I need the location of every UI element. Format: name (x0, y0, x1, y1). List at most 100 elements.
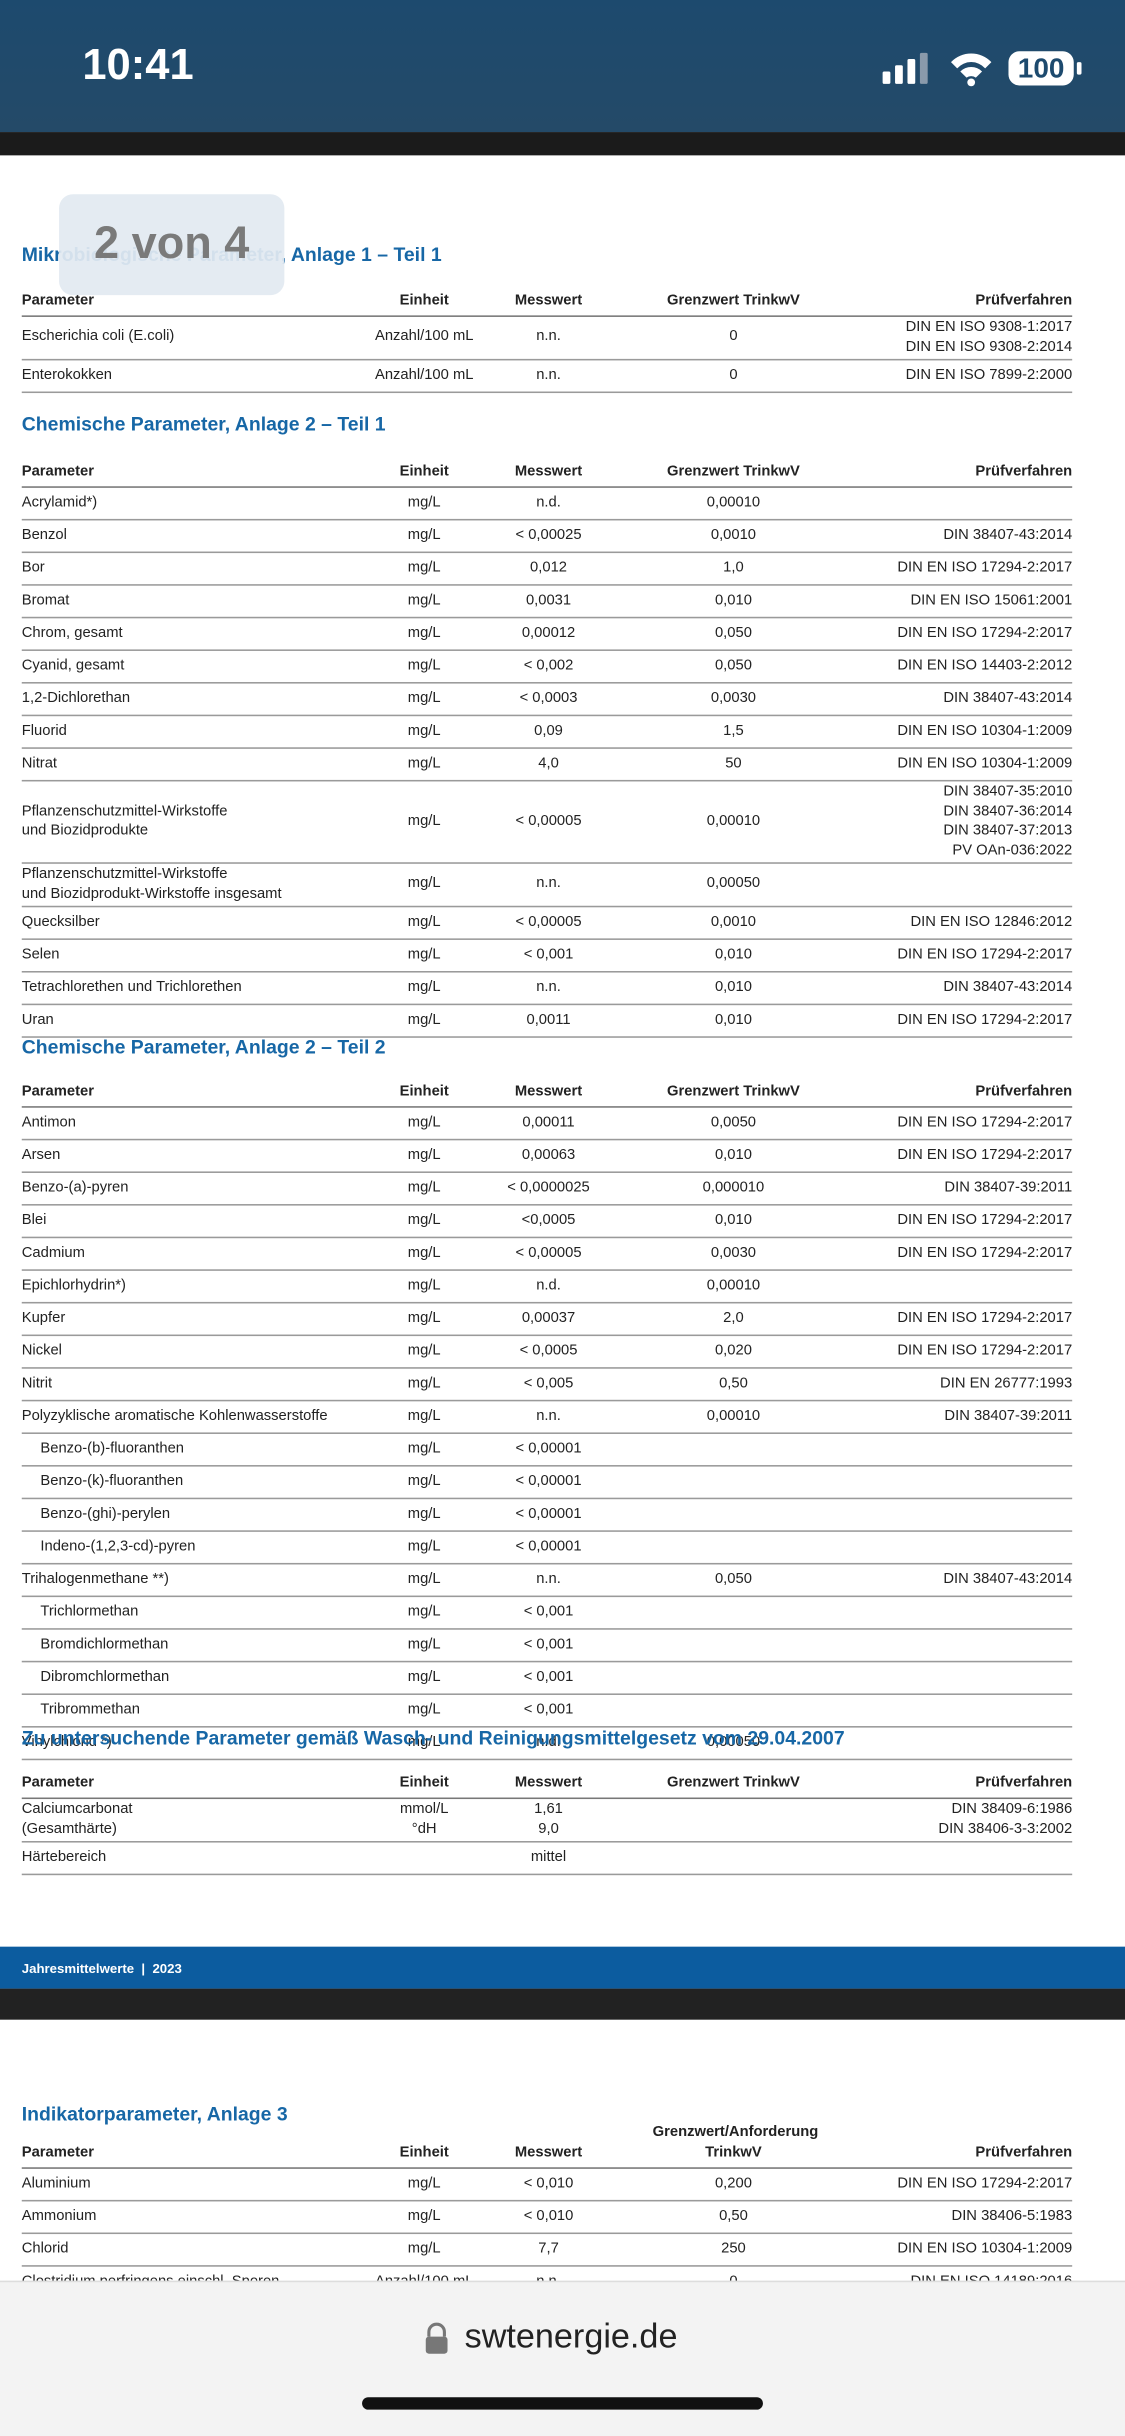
table-cell: < 0,010 (523, 2207, 574, 2225)
table-cell: 0,0030 (710, 1244, 757, 1262)
table-cell: <0,0005 (521, 1211, 576, 1229)
table-cell: Bor (21, 558, 45, 576)
table-cell: Pflanzenschutzmittel-Wirkstoffe und Bioz… (21, 802, 228, 839)
section-title: Chemische Parameter, Anlage 2 – Teil 2 (21, 1036, 386, 1059)
table-cell: mg/L (407, 624, 441, 642)
table-cell: Chlorid (21, 2239, 69, 2257)
table-cell: Trihalogenmethane **) (21, 1570, 169, 1588)
table-header: Parameter Einheit Messwert Grenzwert Trinkw… (21, 452, 1072, 488)
table-cell: mg/L (407, 2207, 441, 2225)
table-row: Ammonium mg/L < 0,010 0,50 DIN 38406-5:1983 (21, 2201, 1072, 2235)
table-cell: DIN 38407-43:2014 (943, 689, 1073, 707)
table-row: Aluminium mg/L < 0,010 0,200 DIN EN ISO 1729… (21, 2169, 1072, 2202)
table-cell: Prüfverfahren (975, 2143, 1073, 2161)
table-cell: < 0,002 (523, 656, 574, 674)
table-cell: mg/L (407, 1178, 441, 1196)
table-cell: n.d. (536, 1733, 561, 1751)
table-cell: 0,0031 (525, 591, 572, 609)
table-cell: mg/L (407, 722, 441, 740)
table-cell: 0,0030 (710, 689, 757, 707)
table-row: Acrylamid*) mg/L n.d. 0,00010 (21, 488, 1073, 521)
table-cell: DIN EN ISO 17294-2:2017 (897, 624, 1073, 642)
table-cell: Cyanid, gesamt (21, 656, 125, 674)
browser-bar (0, 2280, 1125, 2436)
table-cell: Cadmium (21, 1244, 85, 1262)
table-cell: Messwert (514, 1773, 583, 1791)
table-cell: Grenzwert TrinkwV (666, 462, 800, 480)
table-cell: mg/L (407, 1309, 441, 1327)
table-cell: Dibromchlormethan (40, 1668, 170, 1686)
table-cell: 0,50 (719, 2207, 748, 2225)
table-cell: mg/L (407, 1700, 441, 1718)
table-header: Parameter Einheit Messwert Grenzwert/Anford… (21, 2122, 1073, 2169)
table-cell: 0,00037 (521, 1309, 576, 1327)
table-cell: 0,010 (714, 1011, 752, 1029)
table-row: Arsen mg/L 0,00063 0,010 DIN EN ISO 17294-2:… (21, 1140, 1072, 1173)
table-row: Quecksilber mg/L < 0,00005 0,0010 DIN EN ISO… (21, 907, 1073, 940)
table-cell: mg/L (407, 812, 441, 830)
table-cell: 0,50 (719, 1374, 748, 1392)
table-cell: Einheit (399, 1082, 449, 1100)
table-cell: < 0,0003 (519, 689, 578, 707)
page-badge: 2 von 4 (59, 194, 285, 296)
table-cell: mg/L (407, 1244, 441, 1262)
table-cell: DIN EN ISO 7899-2:2000 (905, 366, 1073, 384)
table-cell: DIN 38407-35:2010 DIN 38407-36:2014 DIN … (943, 783, 1073, 859)
table-row: Benzol mg/L < 0,00025 0,0010 DIN 38407-43:20… (21, 520, 1073, 554)
table-cell: mg/L (407, 1341, 441, 1360)
table-row: Bromdichlormethan mg/L < 0,001 (21, 1630, 1073, 1663)
table-cell: DIN 38407-43:2014 (943, 978, 1073, 996)
table-row: Tribrommethan mg/L < 0,001 (21, 1695, 1073, 1728)
table-cell: Messwert (514, 462, 583, 480)
table-row: Cadmium mg/L < 0,00005 0,0030 DIN EN ISO 172… (21, 1238, 1072, 1271)
table-cell: Grenzwert TrinkwV (666, 1773, 800, 1791)
table-cell: Einheit (399, 462, 449, 480)
table-row: Tetrachlorethen und Trichlorethen mg/L n.n… (21, 973, 1073, 1006)
table-cell: mg/L (407, 1505, 441, 1523)
table: Parameter Einheit Messwert Grenzwert/Anford… (21, 2122, 1073, 2300)
table-cell: n.n. (536, 328, 561, 346)
table-cell: mg/L (407, 1472, 441, 1490)
table-cell: Enterokokken (21, 366, 113, 384)
table-cell: 0,00012 (521, 624, 576, 642)
table-cell: mittel (530, 1848, 567, 1866)
table-cell: Prüfverfahren (975, 291, 1073, 309)
table-cell: 0,000010 (702, 1178, 765, 1196)
table-row: Escherichia coli (E.coli) Anzahl/100 mL n.… (21, 317, 1072, 361)
table-cell: Tribrommethan (40, 1700, 140, 1718)
table-cell: < 0,005 (523, 1374, 574, 1392)
url[interactable]: swtenergie.de (464, 2316, 678, 2356)
table-cell: 0,00050 (706, 1733, 761, 1751)
table-cell: < 0,00001 (515, 1505, 582, 1523)
table-cell: Tetrachlorethen und Trichlorethen (21, 978, 242, 996)
table-cell: < 0,00025 (515, 526, 582, 544)
table-cell: mg/L (407, 689, 441, 707)
table-cell: Parameter (21, 1773, 94, 1791)
table-row: Chlorid mg/L 7,7 250 DIN EN ISO 10304-1:2009 (21, 2234, 1073, 2267)
table-cell: DIN 38407-43:2014 (943, 526, 1073, 544)
table-cell: mg/L (407, 656, 441, 674)
table-cell: 0,012 (530, 558, 568, 576)
table-cell: DIN EN ISO 10304-1:2009 (897, 2239, 1073, 2257)
table-cell: DIN EN ISO 12846:2012 (910, 913, 1073, 931)
table-cell: 0,0010 (710, 913, 757, 931)
table-cell: 50 (725, 754, 742, 772)
table-cell: Messwert (514, 2143, 583, 2161)
table-cell: mg/L (407, 1211, 441, 1229)
table-cell: 0,0010 (710, 526, 757, 544)
table-cell: DIN EN ISO 17294-2:2017 (897, 1341, 1073, 1360)
section-title: Indikatorparameter, Anlage 3 (21, 2103, 288, 2126)
table-cell: Parameter (21, 291, 94, 309)
table-cell: mg/L (407, 2239, 441, 2257)
table-row: Nickel mg/L < 0,0005 0,020 DIN EN ISO 17294-… (21, 1336, 1073, 1369)
table-cell: Anzahl/100 mL (374, 366, 474, 384)
table-cell: mg/L (407, 558, 441, 576)
table-header: Parameter Einheit Messwert Grenzwert Trinkw… (21, 281, 1073, 317)
table-cell: Härtebereich (21, 1848, 107, 1866)
table-cell: 1,5 (723, 722, 744, 740)
table-cell: Parameter (21, 2143, 94, 2161)
table-row: Benzo-(a)-pyren mg/L < 0,0000025 0,000010 DI… (21, 1173, 1072, 1206)
table-cell: 0,050 (714, 1570, 752, 1588)
